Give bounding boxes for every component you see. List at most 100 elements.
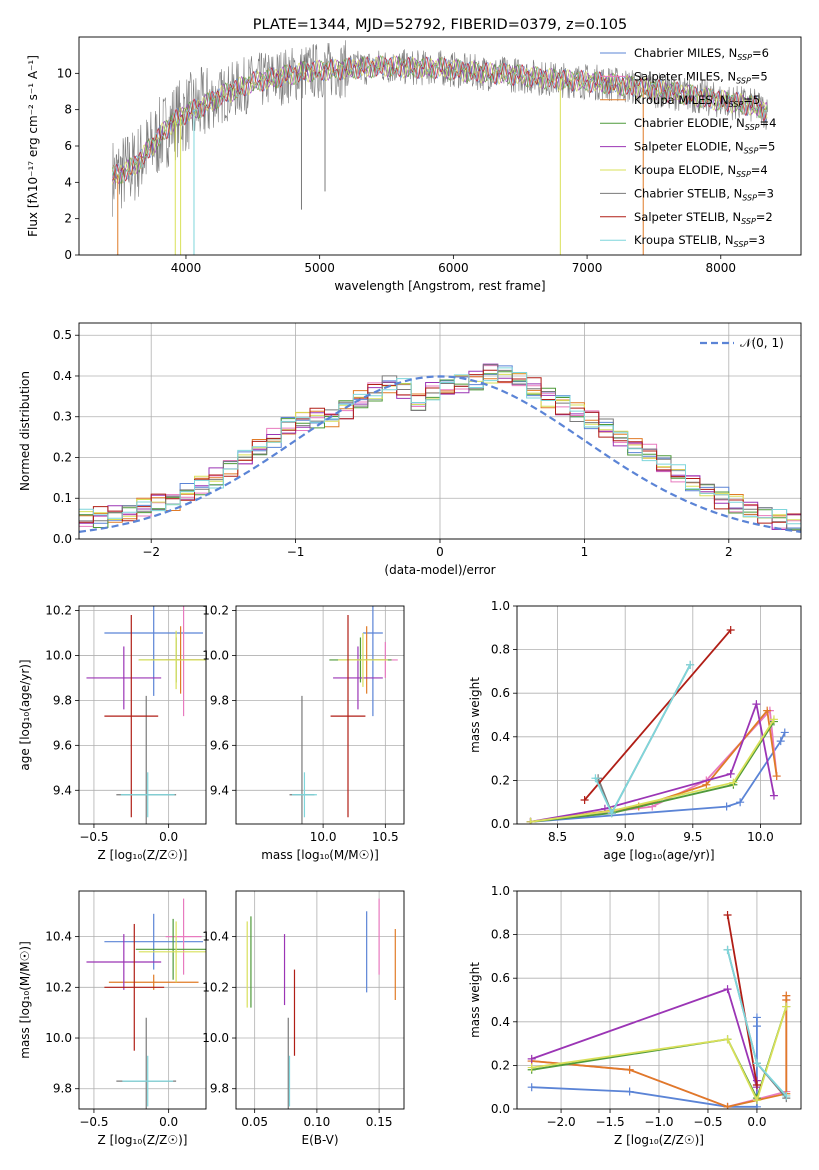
series-point — [527, 1063, 536, 1072]
series-point — [752, 700, 761, 709]
x-axis-label: age [log₁₀(age/yr)] — [603, 848, 714, 862]
x-axis-label: wavelength [Angstrom, rest frame] — [334, 279, 545, 293]
y-tick-label: 0.6 — [491, 686, 510, 700]
x-tick-label: −0.5 — [79, 830, 108, 844]
x-tick-label: 4000 — [171, 261, 202, 275]
histogram-step-line — [79, 364, 801, 531]
legend-label: Salpeter STELIB, NSSP=2 — [634, 210, 773, 226]
series-point — [782, 1002, 791, 1011]
y-tick-label: 0.4 — [491, 730, 510, 744]
legend-label: Salpeter MILES, NSSP=5 — [634, 69, 768, 85]
series-line — [530, 721, 775, 823]
y-tick-label: 10 — [57, 66, 72, 80]
x-tick-label: 6000 — [438, 261, 469, 275]
x-tick-label: 0.05 — [241, 1115, 268, 1129]
x-tick-label: 10.0 — [747, 830, 774, 844]
series-point — [580, 796, 589, 805]
legend-label: Kroupa STELIB, NSSP=3 — [634, 233, 765, 249]
legend-label: Chabrier STELIB, NSSP=3 — [634, 186, 774, 202]
histogram-step-line — [79, 367, 801, 530]
y-tick-label: 8 — [64, 103, 72, 117]
y-tick-label: 10.0 — [202, 1031, 229, 1045]
x-tick-label: 7000 — [572, 261, 603, 275]
spectrum-model-line — [112, 55, 768, 184]
x-axis-label: (data-model)/error — [384, 563, 495, 577]
legend-label: Kroupa MILES, NSSP=5 — [634, 93, 760, 109]
x-tick-label: −2 — [142, 545, 160, 559]
x-axis-label: E(B-V) — [301, 1133, 338, 1147]
y-axis-label: Flux [fλ10⁻¹⁷ erg cm⁻² s⁻¹ A⁻¹] — [26, 55, 40, 237]
series-point — [729, 778, 738, 787]
series-point — [723, 985, 732, 994]
y-tick-label: 9.6 — [53, 738, 72, 752]
spectrum-model-line — [112, 55, 768, 185]
series-point — [607, 809, 616, 818]
y-tick-label: 10.0 — [202, 648, 229, 662]
series-point — [769, 715, 778, 724]
series-point — [726, 625, 735, 634]
normal-curve — [79, 375, 801, 533]
y-tick-label: 10.0 — [45, 1031, 72, 1045]
y-tick-label: 10.2 — [202, 980, 229, 994]
series-point — [726, 769, 735, 778]
y-tick-label: 4 — [64, 175, 72, 189]
axes-frame — [235, 605, 405, 825]
y-tick-label: 0.2 — [53, 450, 72, 464]
series-point — [752, 1059, 761, 1068]
series-point — [526, 817, 535, 824]
series-point — [769, 791, 778, 800]
plot-area-age-vs-mass — [289, 606, 398, 824]
panel-mass-weight-vs-Z: −2.0 −1.5 −1.0 −0.5 0.0 0.0 0.2 0.4 0.6 0.8 1.0 Z [… — [468, 884, 802, 1147]
series-point — [722, 802, 731, 811]
series-point — [686, 660, 695, 669]
legend: Chabrier MILES, NSSP=6 Salpeter MILES, NS… — [600, 46, 776, 249]
legend-label: Salpeter ELODIE, NSSP=5 — [634, 140, 775, 156]
series-point — [723, 910, 732, 919]
x-tick-label: −1.0 — [644, 1115, 673, 1129]
x-tick-label: 0.0 — [159, 1115, 178, 1129]
x-tick-label: 5000 — [304, 261, 335, 275]
series-point — [752, 1022, 761, 1031]
y-tick-label: 10.4 — [202, 930, 229, 944]
x-tick-label: 0 — [436, 545, 444, 559]
axes-frame — [516, 890, 802, 1110]
series-line — [583, 629, 732, 801]
plot-area-age-vs-Z — [86, 606, 206, 824]
x-tick-label: 10.0 — [310, 830, 337, 844]
axes-frame — [78, 36, 802, 256]
y-tick-label: 1.0 — [491, 884, 510, 898]
y-axis-label: mass [log₁₀(M/M☉)] — [18, 941, 32, 1059]
series-point — [723, 945, 732, 954]
x-tick-label: 0.0 — [159, 830, 178, 844]
histogram-step-line — [79, 365, 801, 529]
axes-frame — [78, 322, 802, 540]
y-tick-label: 0.2 — [491, 773, 510, 787]
panel-mass-vs-Z: −0.5 0.0 9.8 10.0 10.2 10.4 Z [log₁₀(Z/Z☉)] mas… — [18, 890, 207, 1147]
y-tick-label: 9.6 — [210, 738, 229, 752]
series-point — [527, 1083, 536, 1092]
x-tick-label: −2.0 — [546, 1115, 575, 1129]
y-tick-label: 0.8 — [491, 928, 510, 942]
chart-title: PLATE=1344, MJD=52792, FIBERID=0379, z=0… — [253, 17, 627, 33]
y-tick-label: 0.4 — [53, 369, 72, 383]
y-axis-label: Normed distribution — [18, 371, 32, 491]
x-tick-label: 0.0 — [747, 1115, 766, 1129]
series-point — [763, 706, 772, 715]
x-tick-label: −0.5 — [693, 1115, 722, 1129]
x-tick-label: −1.5 — [595, 1115, 624, 1129]
panel-mass-vs-EBV: 0.05 0.10 0.15 9.8 10.0 10.2 10.4 E(B-V) — [202, 890, 405, 1147]
series-line — [726, 914, 758, 1086]
y-tick-label: 2 — [64, 212, 72, 226]
histogram-step-line — [79, 372, 801, 528]
axes-frame — [235, 890, 405, 1110]
x-tick-label: 1 — [581, 545, 589, 559]
x-tick-label: 0.10 — [304, 1115, 331, 1129]
plot-area-mass-weight-vs-Z — [527, 910, 791, 1109]
series-point — [752, 1013, 761, 1022]
y-tick-label: 9.8 — [210, 1082, 229, 1096]
axes-frame — [78, 605, 207, 825]
series-point — [736, 798, 745, 807]
series-line — [594, 664, 691, 816]
plot-area-residual-distribution — [79, 363, 801, 533]
x-axis-label: Z [log₁₀(Z/Z☉)] — [98, 848, 188, 862]
